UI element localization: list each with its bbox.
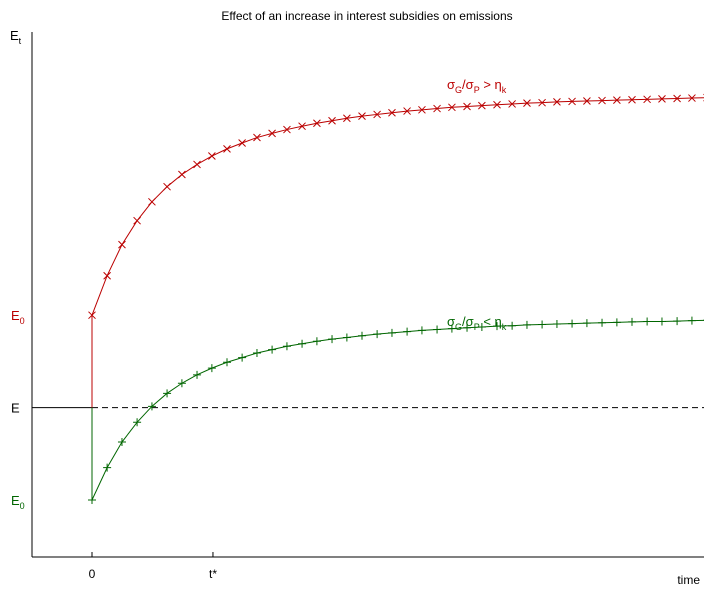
- series-1-point: [673, 317, 682, 326]
- series-1-label: σG/σP < ηk: [447, 314, 507, 332]
- x-axis-label: time: [677, 573, 700, 587]
- series-0-point: [223, 145, 231, 153]
- series-1-point: [193, 370, 202, 379]
- series-1-point: [282, 342, 291, 351]
- series-1-point: [238, 353, 247, 362]
- series-1-point: [268, 345, 277, 354]
- series-0-line: [91, 97, 704, 316]
- series-1-point: [463, 323, 472, 332]
- series-1-point: [328, 335, 337, 344]
- series-0-point: [628, 95, 636, 104]
- series-0-point: [208, 152, 216, 160]
- series-1-point: [417, 326, 426, 335]
- series-1-point: [373, 330, 382, 339]
- y-tick-label-0: E0: [11, 308, 25, 326]
- series-0-point: [463, 102, 471, 111]
- series-1-point: [477, 322, 486, 331]
- series-0-point: [448, 103, 456, 112]
- series-0-point: [658, 95, 666, 103]
- series-0-point: [178, 170, 186, 179]
- series-1-point: [223, 358, 231, 367]
- series-1-point: [117, 438, 126, 447]
- series-1-point: [628, 317, 636, 326]
- series-0-point: [298, 122, 306, 131]
- series-1-point: [508, 321, 517, 330]
- series-0-point: [508, 100, 516, 108]
- y-axis-label: Et: [10, 28, 22, 46]
- series-1-point: [568, 319, 577, 328]
- series-0-point: [418, 105, 426, 114]
- series-0-point: [268, 129, 276, 138]
- series-1-point: [493, 322, 501, 331]
- series-1-point: [522, 320, 531, 329]
- series-0-point: [313, 119, 321, 128]
- y-tick-label-1: E: [11, 401, 20, 416]
- series-0-point: [253, 133, 261, 142]
- series-0-point: [643, 95, 651, 104]
- series-0-point: [673, 94, 681, 103]
- series-0-point: [103, 271, 111, 280]
- series-0-point: [613, 96, 621, 105]
- series-0-point: [238, 139, 246, 147]
- series-1-point: [538, 320, 547, 329]
- series-0-label: σG/σP > ηk: [447, 77, 507, 95]
- series-1-point: [403, 327, 412, 336]
- series-1-point: [387, 328, 396, 337]
- series-1-point: [342, 333, 351, 342]
- x-tick-label-tstar: t*: [209, 567, 217, 581]
- series-0-point: [133, 216, 141, 225]
- series-0-point: [688, 94, 696, 102]
- series-0-point: [523, 99, 531, 107]
- series-0-point: [193, 160, 201, 169]
- series-1-point: [582, 319, 591, 328]
- series-1-point: [88, 496, 96, 504]
- series-1-point: [552, 320, 561, 329]
- x-tick-label-0: 0: [89, 567, 96, 581]
- series-1-point: [133, 418, 142, 427]
- series-0-point: [88, 311, 96, 320]
- series-0-point: [403, 107, 411, 115]
- series-1-point: [312, 337, 321, 346]
- series-1-line: [91, 319, 704, 501]
- series-1-point: [163, 389, 172, 398]
- series-0-point: [373, 110, 381, 119]
- series-1-point: [447, 324, 456, 333]
- chart-title: Effect of an increase in interest subsid…: [221, 9, 512, 23]
- series-0-point: [148, 197, 156, 206]
- series-1-point: [657, 317, 666, 326]
- series-1-point: [103, 463, 112, 472]
- series-0-point: [283, 125, 291, 134]
- series-0-point: [583, 97, 591, 105]
- series-1-point: [643, 317, 652, 326]
- series-0-point: [358, 112, 366, 120]
- series-1-point: [298, 339, 307, 348]
- series-0-point: [163, 182, 171, 191]
- plot-area: [32, 93, 704, 557]
- series-1-point: [177, 379, 186, 388]
- series-1-point: [598, 318, 607, 327]
- series-0-point: [553, 97, 561, 106]
- series-0-point: [478, 101, 486, 110]
- y-tick-label-2: E0: [11, 493, 25, 511]
- series-0-point: [343, 114, 351, 123]
- series-0-point: [388, 108, 396, 117]
- series-1-point: [207, 364, 216, 373]
- series-1-point: [358, 331, 366, 340]
- series-1-point: [252, 349, 261, 357]
- series-0-point: [598, 96, 606, 105]
- series-0-point: [493, 100, 501, 109]
- series-0-point: [328, 116, 336, 125]
- series-0-point: [538, 98, 546, 107]
- series-1-point: [433, 325, 442, 334]
- series-0-point: [118, 240, 126, 249]
- series-1-point: [687, 316, 696, 325]
- series-0-point: [433, 104, 441, 113]
- series-1-point: [147, 402, 156, 411]
- series-0-point: [568, 97, 576, 106]
- series-1-point: [612, 318, 621, 327]
